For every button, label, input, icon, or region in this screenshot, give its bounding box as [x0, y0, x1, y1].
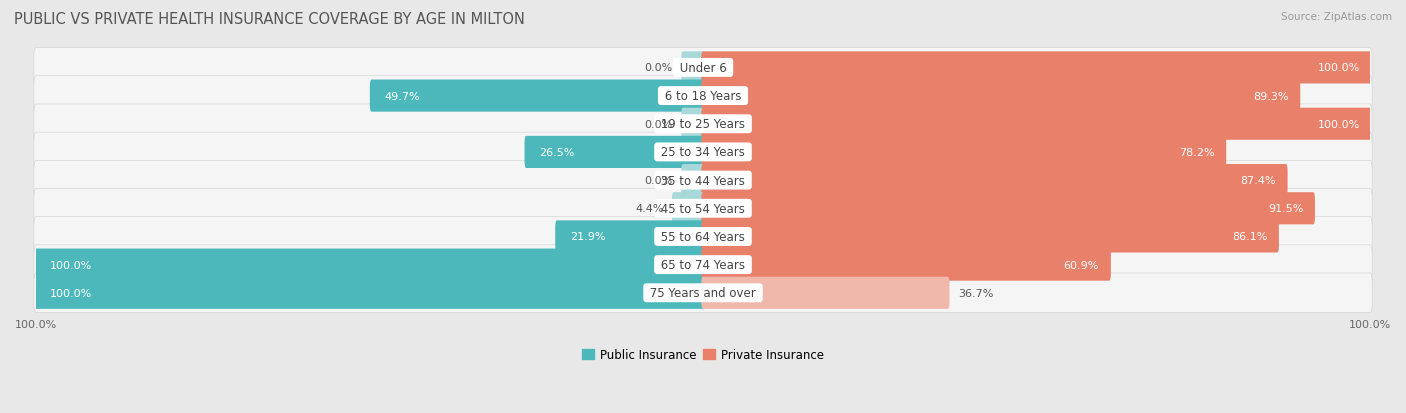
FancyBboxPatch shape — [702, 193, 1315, 225]
Text: 6 to 18 Years: 6 to 18 Years — [661, 90, 745, 103]
FancyBboxPatch shape — [702, 137, 1226, 169]
FancyBboxPatch shape — [672, 193, 704, 225]
FancyBboxPatch shape — [702, 249, 1111, 281]
FancyBboxPatch shape — [702, 277, 949, 309]
Text: 89.3%: 89.3% — [1253, 91, 1288, 101]
Text: 100.0%: 100.0% — [1317, 63, 1360, 73]
Text: 86.1%: 86.1% — [1232, 232, 1267, 242]
Text: 35 to 44 Years: 35 to 44 Years — [657, 174, 749, 187]
FancyBboxPatch shape — [34, 273, 1372, 313]
FancyBboxPatch shape — [34, 217, 1372, 256]
Text: Under 6: Under 6 — [676, 62, 730, 75]
Text: 100.0%: 100.0% — [49, 260, 91, 270]
FancyBboxPatch shape — [34, 277, 704, 309]
FancyBboxPatch shape — [524, 137, 704, 169]
Text: 49.7%: 49.7% — [385, 91, 420, 101]
Text: 91.5%: 91.5% — [1268, 204, 1303, 214]
Text: 75 Years and over: 75 Years and over — [647, 287, 759, 299]
FancyBboxPatch shape — [702, 165, 1288, 197]
Text: 78.2%: 78.2% — [1178, 147, 1215, 157]
FancyBboxPatch shape — [34, 104, 1372, 144]
FancyBboxPatch shape — [370, 80, 704, 112]
Text: 4.4%: 4.4% — [636, 204, 664, 214]
FancyBboxPatch shape — [555, 221, 704, 253]
FancyBboxPatch shape — [702, 80, 1301, 112]
Text: 25 to 34 Years: 25 to 34 Years — [657, 146, 749, 159]
FancyBboxPatch shape — [34, 161, 1372, 200]
Text: 0.0%: 0.0% — [645, 176, 673, 186]
Legend: Public Insurance, Private Insurance: Public Insurance, Private Insurance — [578, 343, 828, 366]
Text: 100.0%: 100.0% — [1317, 119, 1360, 129]
FancyBboxPatch shape — [34, 48, 1372, 88]
Text: 55 to 64 Years: 55 to 64 Years — [657, 230, 749, 243]
Text: 19 to 25 Years: 19 to 25 Years — [657, 118, 749, 131]
Text: Source: ZipAtlas.com: Source: ZipAtlas.com — [1281, 12, 1392, 22]
FancyBboxPatch shape — [682, 109, 704, 140]
FancyBboxPatch shape — [34, 245, 1372, 285]
FancyBboxPatch shape — [702, 109, 1372, 140]
Text: 100.0%: 100.0% — [49, 288, 91, 298]
Text: 65 to 74 Years: 65 to 74 Years — [657, 259, 749, 271]
FancyBboxPatch shape — [682, 165, 704, 197]
FancyBboxPatch shape — [682, 52, 704, 84]
FancyBboxPatch shape — [34, 249, 704, 281]
Text: PUBLIC VS PRIVATE HEALTH INSURANCE COVERAGE BY AGE IN MILTON: PUBLIC VS PRIVATE HEALTH INSURANCE COVER… — [14, 12, 524, 27]
Text: 0.0%: 0.0% — [645, 63, 673, 73]
Text: 0.0%: 0.0% — [645, 119, 673, 129]
Text: 36.7%: 36.7% — [957, 288, 993, 298]
Text: 45 to 54 Years: 45 to 54 Years — [657, 202, 749, 215]
Text: 60.9%: 60.9% — [1064, 260, 1099, 270]
Text: 21.9%: 21.9% — [571, 232, 606, 242]
FancyBboxPatch shape — [34, 76, 1372, 116]
Text: 87.4%: 87.4% — [1240, 176, 1275, 186]
FancyBboxPatch shape — [702, 52, 1372, 84]
FancyBboxPatch shape — [34, 189, 1372, 228]
FancyBboxPatch shape — [34, 133, 1372, 172]
Text: 26.5%: 26.5% — [540, 147, 575, 157]
FancyBboxPatch shape — [702, 221, 1279, 253]
